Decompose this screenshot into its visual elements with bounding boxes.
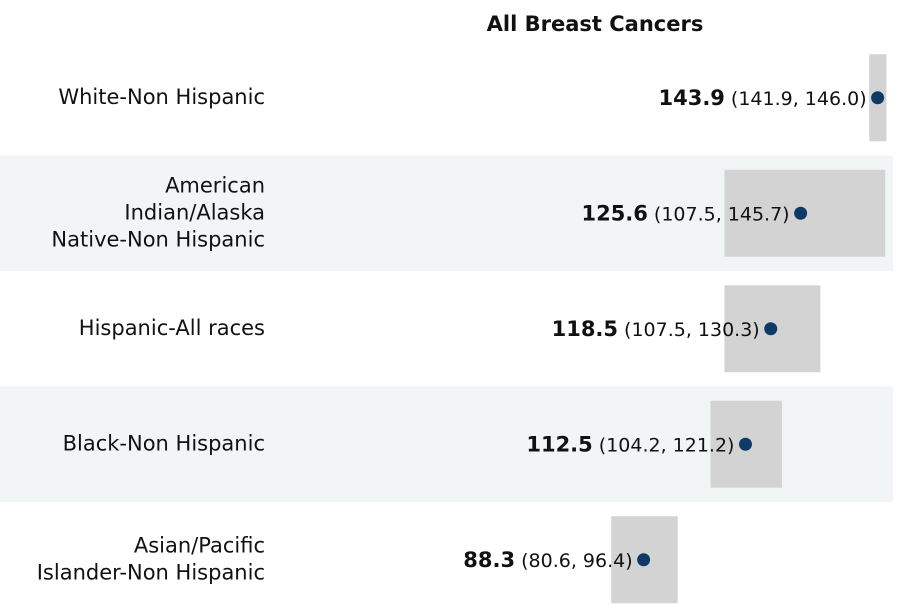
category-label: Hispanic-All races [79,316,265,340]
value: 143.9 [658,86,724,110]
category-line: American [165,173,265,197]
dot [764,322,778,336]
chart-title: All Breast Cancers [487,12,704,36]
value-label: 88.3 (80.6, 96.4) [463,548,632,572]
value: 88.3 [463,548,515,572]
value: 118.5 [552,317,618,341]
dot [871,91,885,105]
value: 125.6 [581,201,647,225]
value: 112.5 [526,432,592,456]
category-line: Hispanic-All races [79,316,265,340]
ci-label: (141.9, 146.0) [731,87,867,109]
value-label: 112.5 (104.2, 121.2) [526,432,734,456]
category-line: Asian/Pacific [134,533,265,557]
category-label: White-Non Hispanic [58,85,265,109]
ci-label: (80.6, 96.4) [521,549,633,571]
category-label: American Indian/Alaska Native-Non Hispanic [51,173,265,251]
category-label: Black-Non Hispanic [63,431,265,455]
ci-label: (104.2, 121.2) [599,434,735,456]
dot [794,206,808,220]
value-label: 125.6 (107.5, 145.7) [581,201,789,225]
category-line: Black-Non Hispanic [63,431,265,455]
category-line: Islander-Non Hispanic [37,560,265,584]
dot [637,553,651,567]
value-label: 118.5 (107.5, 130.3) [552,317,760,341]
category-label: Asian/Pacific Islander-Non Hispanic [37,533,265,584]
value-label: 143.9 (141.9, 146.0) [658,86,866,110]
category-line: White-Non Hispanic [58,85,265,109]
dot [738,437,752,451]
category-line: Indian/Alaska [124,200,265,224]
category-line: Native-Non Hispanic [51,227,265,251]
ci-label: (107.5, 145.7) [654,203,790,225]
ci-label: (107.5, 130.3) [624,318,760,340]
